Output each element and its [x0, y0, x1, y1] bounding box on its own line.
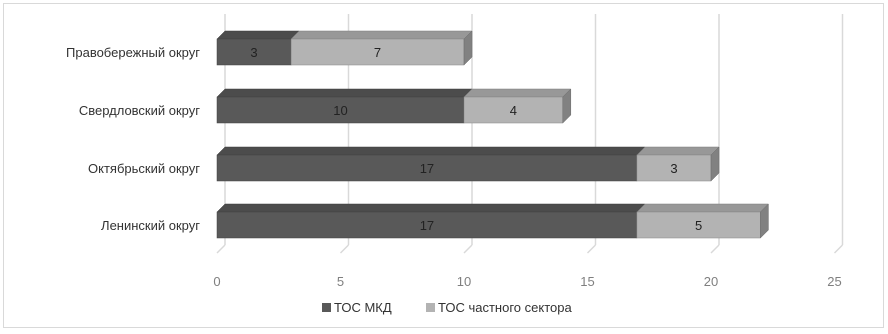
- legend-label: ТОС МКД: [334, 300, 392, 315]
- bar-top-face: [216, 146, 646, 156]
- data-label: 7: [374, 45, 381, 60]
- x-tick-label: 10: [457, 274, 471, 289]
- legend-swatch: [426, 303, 435, 312]
- x-tick-label: 0: [213, 274, 220, 289]
- floor-gridline: [586, 244, 597, 254]
- bar-side-face: [760, 203, 769, 239]
- floor-gridline: [833, 244, 844, 254]
- bar-side-face: [463, 30, 473, 66]
- bar-segment: [216, 96, 465, 124]
- data-label: 3: [250, 45, 257, 60]
- bar-top-face: [636, 203, 770, 213]
- floor-gridline: [710, 244, 720, 254]
- data-label: 3: [670, 161, 677, 176]
- bar-segment: [636, 211, 761, 239]
- category-label: Правобережный округ: [66, 45, 200, 60]
- x-tick-label: 15: [580, 274, 594, 289]
- bar-side-face: [562, 88, 572, 124]
- chart-svg: 3 7 Правобережный округ 10 4 Свердловский окр…: [66, 14, 844, 315]
- bar-top-face: [636, 146, 720, 156]
- bar-segment: [216, 154, 638, 182]
- bar-segment: [216, 38, 292, 66]
- bar-top-face: [290, 30, 473, 40]
- x-tick-label: 25: [827, 274, 841, 289]
- category-label: Октябрьский округ: [88, 161, 200, 176]
- bar-top-face: [216, 88, 473, 98]
- floor-gridline: [216, 244, 226, 254]
- floor-gridline: [463, 244, 473, 254]
- x-tick-label: 5: [337, 274, 344, 289]
- data-label: 17: [420, 161, 434, 176]
- bar-segment: [463, 96, 564, 124]
- legend-label: ТОС частного сектора: [438, 300, 572, 315]
- bar-top-face: [463, 88, 572, 98]
- floor-gridline: [339, 244, 350, 254]
- bar-side-face: [710, 146, 720, 182]
- category-label: Ленинский округ: [101, 218, 200, 233]
- bar-segment: [216, 211, 638, 239]
- data-label: 4: [510, 103, 517, 118]
- category-label: Свердловский округ: [79, 103, 200, 118]
- x-tick-label: 20: [704, 274, 718, 289]
- data-label: 17: [420, 218, 434, 233]
- bar-top-face: [216, 203, 646, 213]
- legend-swatch: [322, 303, 331, 312]
- data-label: 10: [333, 103, 347, 118]
- chart-frame: 3 7 Правобережный округ 10 4 Свердловский окр…: [3, 3, 884, 328]
- bar-top-face: [216, 30, 300, 40]
- data-label: 5: [695, 218, 702, 233]
